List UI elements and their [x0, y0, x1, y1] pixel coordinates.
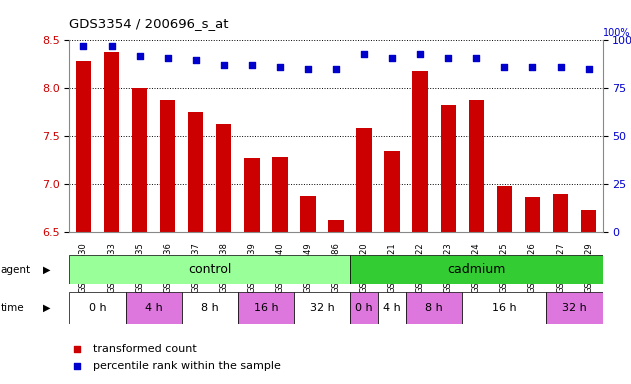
Text: percentile rank within the sample: percentile rank within the sample	[93, 361, 281, 371]
Bar	[581, 210, 596, 232]
Point	[404, 256, 414, 262]
Bar	[103, 52, 119, 232]
Bar	[272, 157, 288, 232]
Bar	[357, 127, 372, 232]
Point	[134, 53, 144, 59]
Point	[191, 56, 201, 63]
Text: 8 h: 8 h	[425, 303, 443, 313]
Text: 0 h: 0 h	[355, 303, 373, 313]
Bar	[160, 100, 175, 232]
Bar	[440, 104, 456, 232]
Text: cadmium: cadmium	[447, 263, 505, 276]
Text: transformed count: transformed count	[93, 344, 197, 354]
Point	[443, 55, 453, 61]
Bar	[238, 292, 294, 324]
Point	[415, 51, 425, 57]
Text: 32 h: 32 h	[562, 303, 587, 313]
Bar	[300, 196, 316, 232]
Bar	[497, 186, 512, 232]
Bar	[69, 255, 350, 284]
Text: GDS3354 / 200696_s_at: GDS3354 / 200696_s_at	[69, 17, 229, 30]
Point	[471, 55, 481, 61]
Point	[275, 64, 285, 70]
Text: 8 h: 8 h	[201, 303, 218, 313]
Bar	[126, 292, 182, 324]
Bar	[216, 124, 232, 232]
Bar	[469, 100, 484, 232]
Point	[303, 66, 313, 72]
Point	[499, 64, 509, 70]
Point	[555, 64, 565, 70]
Point	[78, 43, 88, 49]
Bar	[182, 292, 238, 324]
Bar	[328, 220, 344, 232]
Point	[359, 51, 369, 57]
Point	[247, 62, 257, 68]
Point	[528, 64, 538, 70]
Bar	[244, 159, 259, 232]
Bar	[76, 61, 91, 232]
Point	[107, 43, 117, 49]
Bar	[294, 292, 350, 324]
Text: 16 h: 16 h	[492, 303, 517, 313]
Text: 32 h: 32 h	[310, 303, 334, 313]
Text: 0 h: 0 h	[89, 303, 106, 313]
Bar	[384, 151, 400, 232]
Text: 4 h: 4 h	[383, 303, 401, 313]
Point	[584, 66, 594, 72]
Bar	[69, 292, 126, 324]
Text: 100%: 100%	[603, 28, 630, 38]
Point	[404, 103, 414, 109]
Bar	[132, 88, 147, 232]
Bar	[525, 197, 540, 232]
Bar	[378, 292, 406, 324]
Point	[163, 55, 173, 61]
Bar	[406, 292, 463, 324]
Text: 4 h: 4 h	[144, 303, 162, 313]
Bar	[546, 292, 603, 324]
Bar	[350, 255, 603, 284]
Bar	[413, 71, 428, 232]
Bar	[350, 292, 378, 324]
Bar	[188, 112, 203, 232]
Text: control: control	[188, 263, 232, 276]
Text: 16 h: 16 h	[254, 303, 278, 313]
Point	[331, 66, 341, 72]
Point	[219, 62, 229, 68]
Text: time: time	[1, 303, 24, 313]
Bar	[463, 292, 546, 324]
Bar	[553, 194, 569, 232]
Text: ▶: ▶	[43, 303, 50, 313]
Text: agent: agent	[1, 265, 31, 275]
Point	[387, 55, 397, 61]
Text: ▶: ▶	[43, 265, 50, 275]
